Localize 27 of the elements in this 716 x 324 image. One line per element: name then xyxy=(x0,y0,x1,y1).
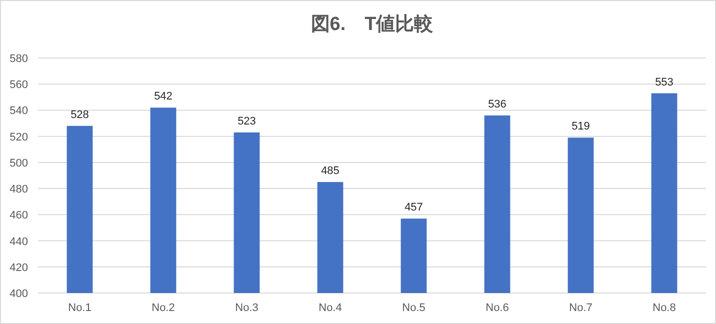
y-tick-label: 560 xyxy=(10,79,28,92)
y-tick-label: 420 xyxy=(10,262,28,274)
y-tick-label: 440 xyxy=(10,236,28,248)
data-label: 457 xyxy=(404,202,423,214)
y-tick-label: 460 xyxy=(10,210,28,222)
data-label: 519 xyxy=(572,120,590,133)
y-tick-label: 400 xyxy=(10,288,28,300)
data-label: 485 xyxy=(321,165,340,178)
x-tick-label: No.7 xyxy=(569,302,592,314)
x-tick-label: No.5 xyxy=(402,302,426,314)
x-tick-label: No.6 xyxy=(486,302,509,314)
data-label: 536 xyxy=(488,98,506,110)
y-tick-label: 520 xyxy=(10,131,28,144)
x-tick-label: No.2 xyxy=(152,302,175,314)
x-tick-label: No.8 xyxy=(652,302,676,314)
data-label: 542 xyxy=(154,90,172,103)
data-label: 528 xyxy=(70,108,89,121)
y-tick-label: 580 xyxy=(10,53,28,65)
chart-title: 図6. T値比較 xyxy=(310,13,434,35)
y-tick-label: 480 xyxy=(10,184,28,196)
y-tick-label: 540 xyxy=(10,105,28,118)
y-tick-label: 500 xyxy=(10,157,28,170)
x-tick-label: No.1 xyxy=(68,302,92,314)
data-label: 523 xyxy=(238,115,256,128)
x-tick-label: No.3 xyxy=(235,302,258,314)
data-label: 553 xyxy=(655,76,674,88)
x-tick-label: No.4 xyxy=(318,302,342,314)
